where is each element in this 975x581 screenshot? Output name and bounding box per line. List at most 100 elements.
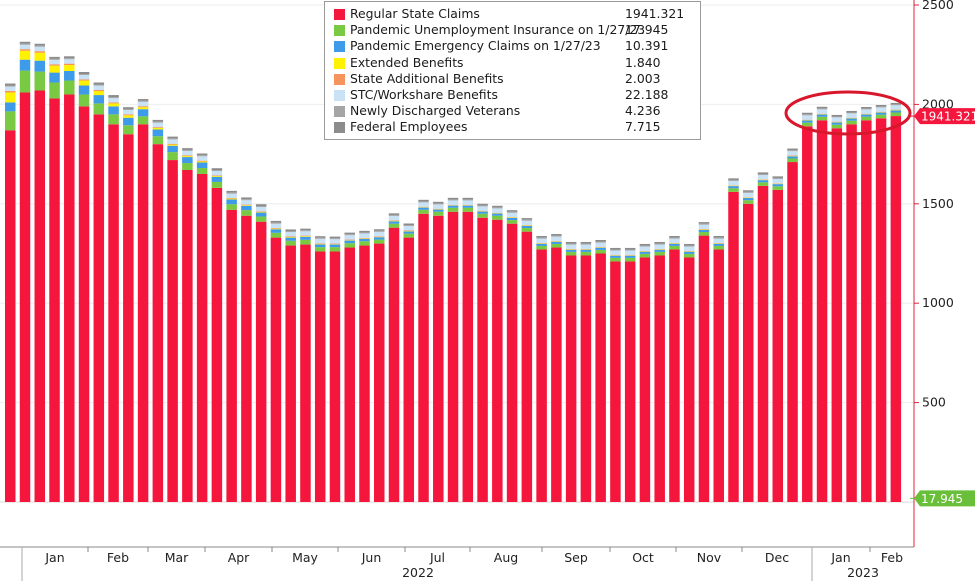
bar-segment xyxy=(610,250,621,255)
bar-segment xyxy=(167,138,178,140)
bar-segment xyxy=(314,251,326,502)
bar-segment xyxy=(211,175,223,176)
bar-segment xyxy=(123,114,134,116)
bar-segment xyxy=(255,212,267,217)
bar-segment xyxy=(374,237,385,240)
bar-segment xyxy=(875,114,887,119)
bar-segment xyxy=(802,122,813,127)
bar-segment xyxy=(182,155,193,157)
bar-segment xyxy=(241,215,252,502)
bar-segment xyxy=(743,198,754,201)
bar-segment xyxy=(270,223,282,229)
bar-segment xyxy=(447,207,459,212)
bar-segment xyxy=(403,233,415,238)
bar-segment xyxy=(19,41,31,44)
bar-segment xyxy=(388,214,400,216)
bar-segment xyxy=(683,253,695,258)
bar-stack xyxy=(359,230,370,502)
legend-series-value: 4.236 xyxy=(625,103,661,119)
bar-segment xyxy=(418,209,429,214)
y-tick-label: 1000 xyxy=(922,295,954,310)
bar-stack xyxy=(875,104,887,502)
bar-segment xyxy=(875,107,887,112)
bar-segment xyxy=(78,80,90,86)
bar-segment xyxy=(831,116,843,118)
bar-segment xyxy=(433,201,444,204)
bar-segment xyxy=(137,99,149,101)
bar-segment xyxy=(137,109,149,117)
legend-swatch xyxy=(334,73,345,85)
bar-segment xyxy=(816,114,828,117)
bar-segment xyxy=(580,251,592,256)
bar-stack xyxy=(211,168,223,502)
bar-segment xyxy=(285,240,296,246)
bar-stack xyxy=(610,247,621,502)
bar-segment xyxy=(388,221,400,224)
bar-segment xyxy=(374,231,385,237)
bar-segment xyxy=(713,236,724,238)
bar-segment xyxy=(492,215,503,220)
bar-segment xyxy=(802,115,813,120)
bar-stack xyxy=(551,234,562,502)
bar-segment xyxy=(182,163,193,171)
bar-stack xyxy=(624,247,636,502)
legend-series-name: STC/Workshare Benefits xyxy=(350,87,498,102)
bar-segment xyxy=(93,85,105,90)
bar-segment xyxy=(890,104,902,106)
bar-segment xyxy=(108,97,119,99)
bar-segment xyxy=(137,124,149,502)
bar-segment xyxy=(728,188,739,192)
bar-stack xyxy=(108,95,119,502)
legend-swatch xyxy=(334,90,345,101)
bar-segment xyxy=(108,106,119,115)
bar-segment xyxy=(314,236,326,238)
bar-segment xyxy=(270,222,282,224)
bar-segment xyxy=(211,168,223,171)
bar-segment xyxy=(787,150,798,152)
bar-segment xyxy=(34,46,46,52)
bar-segment xyxy=(34,43,46,46)
bar-segment xyxy=(19,43,31,45)
bar-segment xyxy=(167,152,178,161)
bar-segment xyxy=(846,124,857,502)
bar-segment xyxy=(152,121,164,123)
bar-segment xyxy=(875,118,887,502)
bar-segment xyxy=(49,72,60,83)
bar-segment xyxy=(536,243,547,246)
bar-segment xyxy=(255,221,267,502)
bar-segment xyxy=(270,232,282,238)
bar-segment xyxy=(137,101,149,107)
bar-segment xyxy=(314,237,326,239)
legend-series-value: 1.840 xyxy=(625,54,661,70)
legend-item: Regular State Claims 1941.321 xyxy=(325,6,700,22)
bar-segment xyxy=(816,106,828,109)
bar-stack xyxy=(329,236,341,502)
bar-segment xyxy=(595,242,606,247)
legend-swatch xyxy=(334,41,345,53)
bar-stack xyxy=(93,82,105,502)
bar-segment xyxy=(846,120,857,125)
bar-segment xyxy=(93,103,105,115)
bar-segment xyxy=(34,52,46,61)
bar-segment xyxy=(462,197,474,200)
x-month-label: Feb xyxy=(881,550,903,565)
bar-segment xyxy=(492,207,503,209)
bar-segment xyxy=(816,120,828,502)
bar-segment xyxy=(772,189,784,502)
bar-segment xyxy=(772,176,784,178)
bar-segment xyxy=(772,177,784,179)
bar-segment xyxy=(787,156,798,159)
bar-segment xyxy=(226,204,237,210)
bar-segment xyxy=(713,245,724,250)
bar-segment xyxy=(314,244,326,248)
bar-segment xyxy=(831,117,843,122)
bar-segment xyxy=(5,83,16,86)
bar-segment xyxy=(580,255,592,502)
bar-segment xyxy=(344,234,355,236)
bar-segment xyxy=(757,185,769,502)
bar-segment xyxy=(447,205,459,208)
bar-segment xyxy=(654,251,665,256)
bar-segment xyxy=(49,65,60,73)
bar-segment xyxy=(447,200,459,205)
